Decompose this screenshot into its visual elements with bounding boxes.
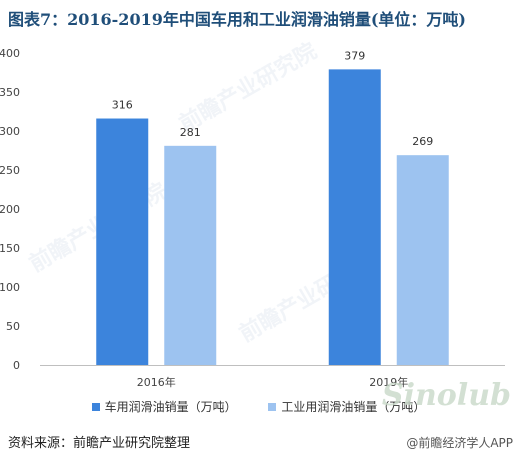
y-tick-label: 150 — [0, 242, 20, 255]
y-tick-label: 300 — [0, 125, 20, 138]
data-label: 269 — [412, 135, 433, 148]
y-tick-label: 250 — [0, 164, 20, 177]
bar-series1 — [96, 118, 149, 366]
footer-brand: @前瞻经济学人APP — [406, 434, 513, 451]
footer-brand-text: 前瞻经济学人APP — [418, 436, 513, 450]
y-tick-label: 400 — [0, 47, 20, 60]
watermark-logo: Sinolub — [381, 378, 511, 413]
legend-swatch-series2 — [268, 402, 277, 411]
bar-series1 — [328, 69, 381, 365]
data-label: 316 — [112, 99, 133, 112]
at-icon: @ — [406, 436, 419, 450]
legend-label-series2: 工业用润滑油销量（万吨） — [281, 400, 426, 414]
legend-label-series1: 车用润滑油销量（万吨） — [104, 400, 237, 414]
data-label: 379 — [344, 49, 365, 62]
legend-swatch-series1 — [91, 402, 100, 411]
legend-item-series2: 工业用润滑油销量（万吨） — [268, 398, 425, 415]
y-tick-label: 200 — [0, 203, 20, 216]
legend-item-series1: 车用润滑油销量（万吨） — [91, 398, 237, 415]
y-tick-label: 350 — [0, 86, 20, 99]
chart-title: 图表7：2016-2019年中国车用和工业润滑油销量(单位：万吨) — [8, 10, 466, 29]
x-tick-label: 2019年 — [369, 375, 408, 389]
data-label: 281 — [180, 126, 201, 139]
legend: 车用润滑油销量（万吨） 工业用润滑油销量（万吨） — [0, 398, 517, 415]
y-tick-label: 50 — [6, 320, 20, 333]
y-tick-label: 100 — [0, 281, 20, 294]
bar-chart: 0 50 100 150 200 250 300 350 400 316 281 2016年 379 26… — [0, 47, 505, 389]
source-note: 资料来源：前瞻产业研究院整理 — [8, 436, 191, 451]
x-tick-label: 2016年 — [137, 375, 176, 389]
bar-series2 — [164, 145, 217, 365]
bar-series2 — [396, 155, 449, 365]
y-tick-label: 0 — [13, 359, 20, 372]
